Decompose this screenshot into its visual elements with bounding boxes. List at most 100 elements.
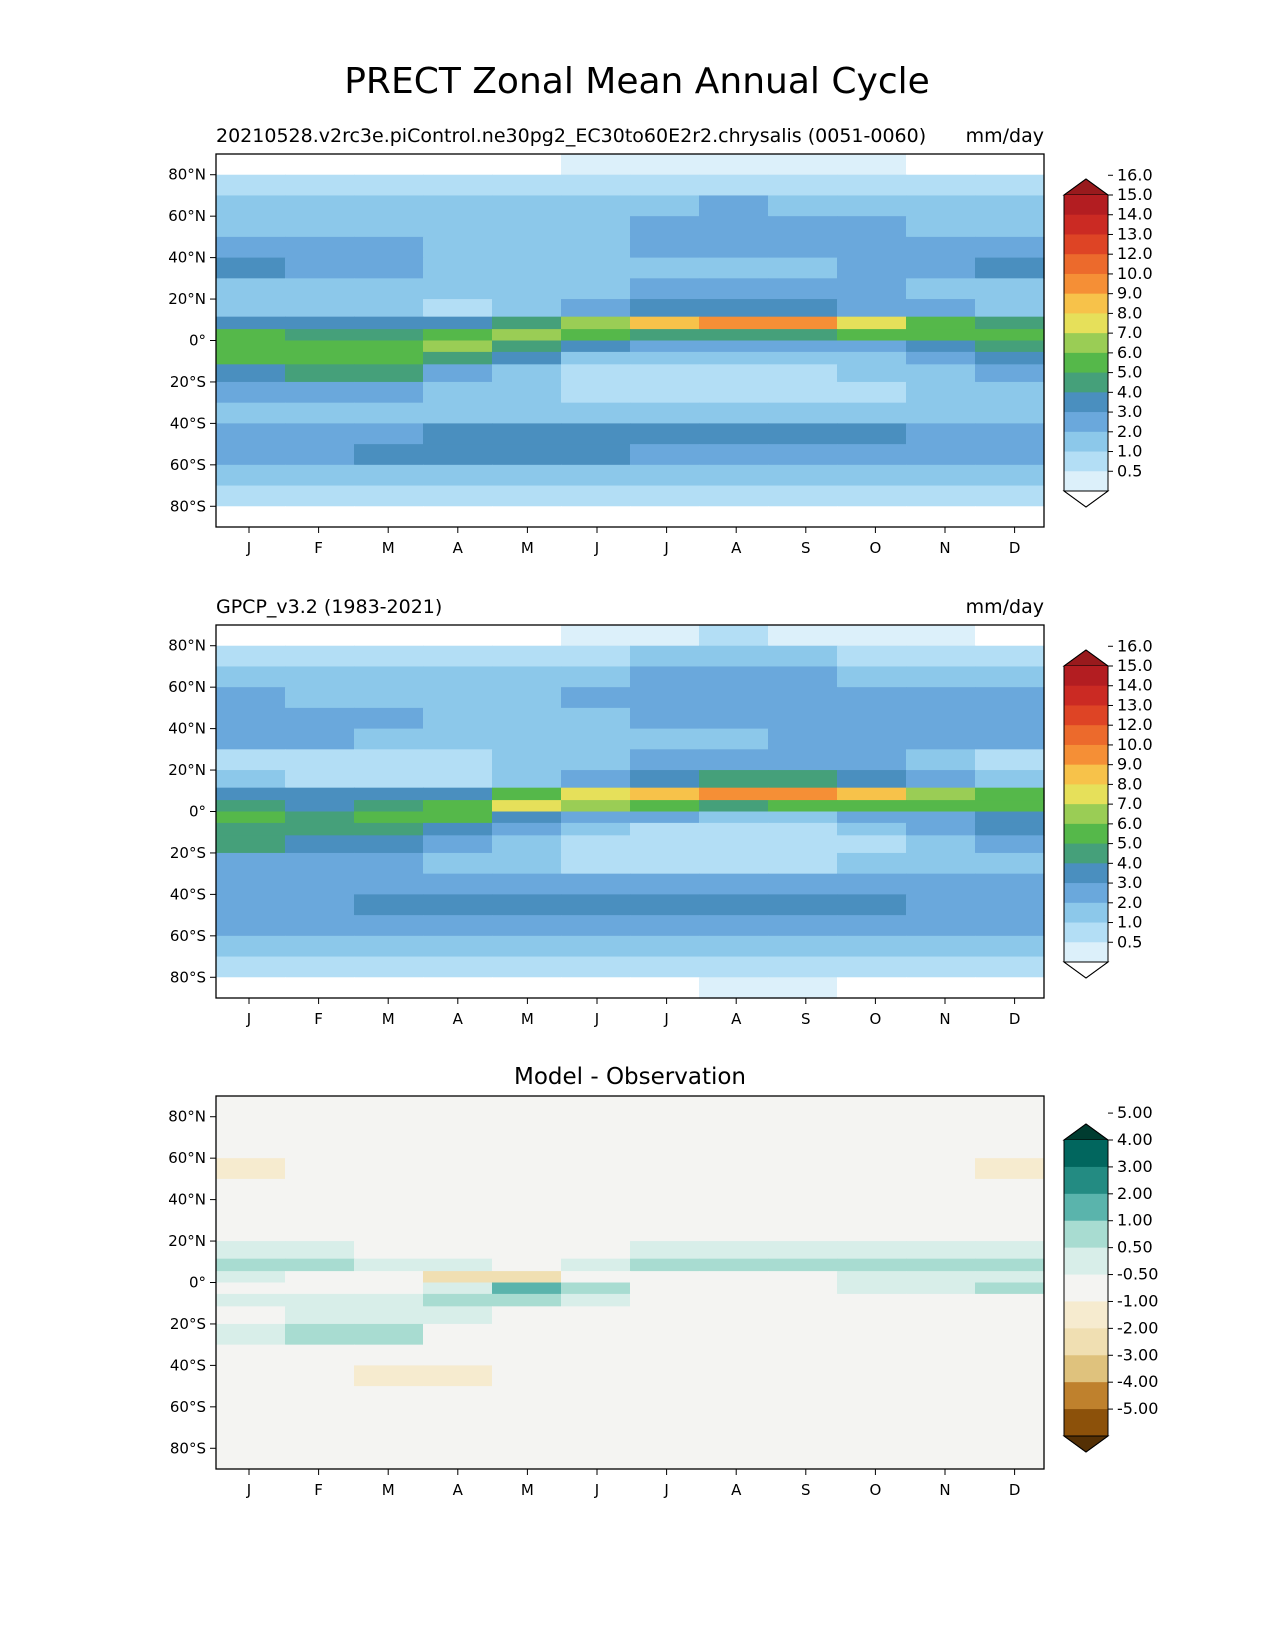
heatmap-cell — [285, 381, 355, 404]
heatmap-cell — [561, 1220, 631, 1242]
heatmap-cell — [975, 506, 1045, 528]
heatmap-cell — [285, 1448, 355, 1470]
heatmap-cell — [285, 770, 355, 789]
x-tick-label: M — [382, 1010, 395, 1028]
figure-title: PRECT Zonal Mean Annual Cycle — [344, 61, 930, 102]
heatmap-cell — [975, 299, 1045, 318]
heatmap-cell — [354, 257, 424, 279]
heatmap-cell — [561, 625, 631, 647]
heatmap-cell — [492, 236, 562, 259]
heatmap-cell — [699, 278, 769, 300]
heatmap-cell — [975, 687, 1045, 709]
heatmap-cell — [837, 800, 907, 813]
heatmap-cell — [285, 1178, 355, 1201]
heatmap-cell — [768, 645, 838, 668]
colorbar-segment — [1064, 273, 1108, 295]
colorbar-extend-max — [1062, 178, 1110, 196]
heatmap-cell — [423, 423, 493, 445]
colorbar-tick-label: 5.00 — [1117, 1103, 1153, 1122]
y-tick-label: 60°N — [168, 207, 206, 225]
heatmap-cell — [975, 1199, 1045, 1221]
colorbar-tick-label: 9.0 — [1117, 755, 1142, 774]
heatmap-cell — [906, 1282, 976, 1295]
heatmap-cell — [354, 485, 424, 507]
heatmap-cell — [492, 787, 562, 801]
colorbar-tick-label: -2.00 — [1117, 1318, 1158, 1337]
colorbar-segment — [1064, 764, 1108, 785]
heatmap-cell — [285, 749, 355, 771]
panel-title-right: mm/day — [966, 596, 1044, 618]
heatmap-cell — [837, 423, 907, 445]
heatmap-cell — [423, 1427, 493, 1449]
colorbar-tick-label: 4.0 — [1117, 853, 1142, 872]
heatmap-cell — [630, 1258, 700, 1272]
heatmap-cell — [285, 1241, 355, 1260]
colorbar-segment — [1064, 902, 1108, 924]
heatmap-cell — [492, 1258, 562, 1272]
heatmap-cell — [492, 1323, 562, 1346]
heatmap-cell — [699, 485, 769, 507]
heatmap-cell — [699, 1220, 769, 1242]
heatmap-cell — [216, 1427, 286, 1449]
heatmap-cell — [975, 1258, 1045, 1272]
y-tick-label: 20°N — [168, 761, 206, 779]
heatmap-cell — [423, 351, 493, 365]
heatmap-cell — [354, 195, 424, 217]
heatmap-cell — [492, 625, 562, 647]
heatmap-cell — [699, 1282, 769, 1295]
heatmap-cell — [285, 873, 355, 895]
heatmap-cell — [768, 873, 838, 895]
heatmap-cell — [768, 423, 838, 445]
y-tick-label: 40°S — [170, 414, 206, 432]
heatmap-cell — [906, 299, 976, 318]
y-tick-label: 80°N — [168, 1108, 206, 1126]
heatmap-cell — [630, 645, 700, 668]
colorbar-segment — [1064, 705, 1108, 726]
heatmap-cell — [561, 811, 631, 824]
heatmap-cell — [216, 423, 286, 445]
heatmap-cell — [285, 800, 355, 813]
colorbar-tick-label: 16.0 — [1117, 165, 1153, 184]
heatmap-cell — [216, 645, 286, 668]
heatmap-cell — [561, 935, 631, 958]
x-tick-label: J — [594, 1481, 599, 1499]
colorbar-tick-label: 12.0 — [1117, 244, 1153, 263]
heatmap-cell — [354, 787, 424, 801]
heatmap-cell — [423, 278, 493, 300]
heatmap-cell — [630, 340, 700, 353]
heatmap-cell — [285, 351, 355, 365]
heatmap-cell — [285, 956, 355, 978]
heatmap-cell — [768, 1365, 838, 1387]
colorbar-segment — [1064, 254, 1108, 275]
heatmap-cell — [354, 835, 424, 854]
heatmap-cell — [354, 423, 424, 445]
heatmap-cell — [492, 770, 562, 789]
heatmap-cell — [492, 800, 562, 813]
heatmap-cell — [906, 316, 976, 330]
heatmap-cell — [768, 749, 838, 771]
heatmap-cell — [837, 1427, 907, 1449]
colorbar-tick-label: 14.0 — [1117, 676, 1153, 695]
heatmap-cell — [285, 174, 355, 197]
heatmap-cell — [423, 707, 493, 730]
heatmap-cell — [492, 1448, 562, 1470]
heatmap-cell — [975, 1241, 1045, 1260]
heatmap-cell — [354, 1293, 424, 1307]
heatmap-cell — [630, 423, 700, 445]
heatmap-cell — [285, 1282, 355, 1295]
heatmap-cell — [285, 402, 355, 424]
panel-title-center: Model - Observation — [514, 1064, 746, 1090]
heatmap-cell — [906, 464, 976, 487]
colorbar-segment — [1064, 352, 1108, 374]
colorbar-tick-label: 12.0 — [1117, 715, 1153, 734]
heatmap-cell — [216, 195, 286, 217]
heatmap-cell — [561, 1116, 631, 1139]
x-tick-label: A — [731, 539, 742, 557]
heatmap-cell — [492, 1344, 562, 1366]
heatmap-cell — [216, 1241, 286, 1260]
heatmap-cell — [837, 977, 907, 999]
heatmap-cell — [768, 1258, 838, 1272]
heatmap-cell — [906, 1448, 976, 1470]
colorbar-segment — [1064, 234, 1108, 255]
colorbar-extend-max — [1062, 1123, 1110, 1141]
